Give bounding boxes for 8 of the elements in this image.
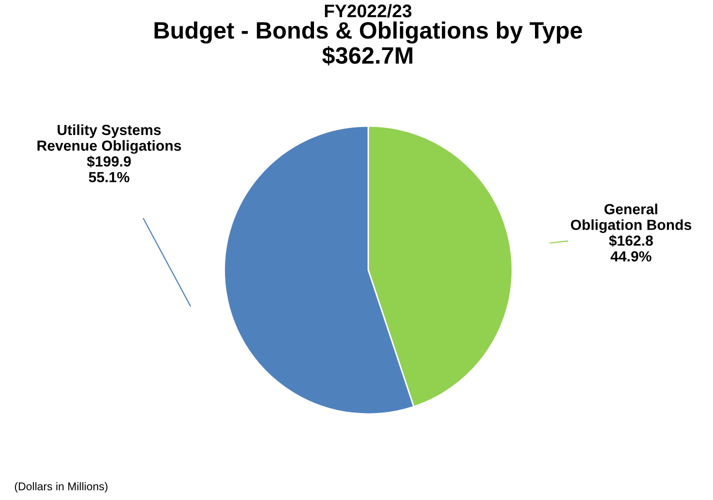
chart-title: Budget - Bonds & Obligations by Type: [154, 21, 582, 44]
data-label: $199.9 55.1%: [86, 156, 131, 182]
chart-subtitle: $362.7M: [322, 46, 412, 66]
text: FY2022/23: [324, 4, 412, 18]
slice-label: General Obligation Bonds: [570, 204, 692, 233]
slice-label: Utility Systems Revenue Obligations: [38, 124, 181, 154]
data-label: $162.8 44.9%: [608, 234, 653, 262]
text: (Dollars in Millions): [14, 482, 108, 492]
